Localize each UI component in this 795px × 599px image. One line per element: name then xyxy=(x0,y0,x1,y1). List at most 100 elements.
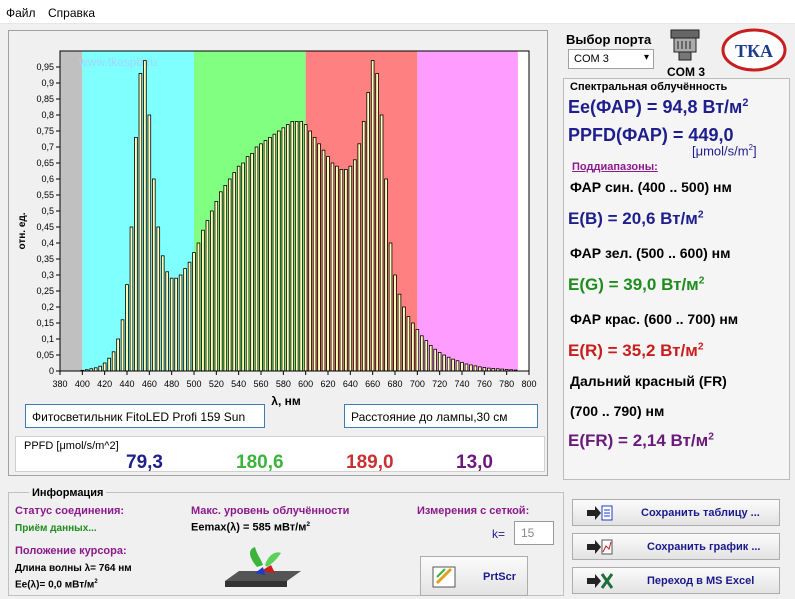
spectrum-bar xyxy=(379,114,384,372)
spectrum-bar xyxy=(482,367,487,372)
save-chart-icon xyxy=(587,539,613,555)
red-irradiance: E(R) = 35,2 Вт/м2 xyxy=(568,341,704,360)
spectrum-bar xyxy=(348,165,353,372)
x-tick-label: 760 xyxy=(477,379,492,389)
cursor-wavelength: Длина волны λ= 764 нм xyxy=(15,563,132,574)
y-tick-label: 0,1 xyxy=(41,334,54,344)
spectrum-chart-frame: www.tkaspb.ru 0 0,05 0,1 0,15 0,2 0,25 0,3 0,35… xyxy=(8,30,548,476)
green-range-label: ФАР зел. (500 .. 600) нм xyxy=(570,245,731,261)
menu-file[interactable]: Файл xyxy=(6,6,36,20)
x-tick-label: 500 xyxy=(186,379,201,389)
spectrum-bar xyxy=(455,360,460,372)
port-select-value: COM 3 xyxy=(574,53,609,65)
spectrum-bar xyxy=(169,277,174,372)
spectrum-bar xyxy=(299,121,303,372)
save-chart-label: Сохранить график ... xyxy=(647,541,761,553)
port-select[interactable]: COM 3 ▾ xyxy=(568,49,654,69)
fr-range-label: Дальний красный (FR) xyxy=(570,373,727,389)
spectrum-bar xyxy=(402,306,406,372)
y-tick-label: 0,85 xyxy=(36,94,54,104)
save-table-icon xyxy=(587,505,613,521)
spectrum-bar xyxy=(98,365,102,372)
y-tick-label: 0,7 xyxy=(41,142,54,152)
spectrum-bar xyxy=(120,319,125,372)
max-label: Макс. уровень облучённости xyxy=(191,505,350,517)
spectrum-bar xyxy=(473,365,478,372)
y-tick-label: 0,2 xyxy=(41,302,54,312)
x-axis-label: λ, нм xyxy=(271,394,301,408)
spectral-band-0 xyxy=(60,51,83,371)
spectrum-bar xyxy=(335,165,339,372)
spectrum-bar xyxy=(308,130,312,372)
save-chart-button[interactable]: Сохранить график ... xyxy=(572,533,780,560)
spectrum-bar xyxy=(370,60,375,372)
y-tick-label: 0,15 xyxy=(36,318,54,328)
x-tick-label: 740 xyxy=(454,379,469,389)
spectrum-bar xyxy=(388,242,393,372)
spectrum-bar xyxy=(286,124,290,372)
x-tick-label: 640 xyxy=(343,379,358,389)
prtscr-button[interactable]: PrtScr xyxy=(420,556,528,596)
spectrum-bar xyxy=(263,140,268,372)
spectrum-bar xyxy=(129,226,134,372)
spectrum-bar xyxy=(227,178,232,372)
y-tick-label: 0,25 xyxy=(36,286,54,296)
chevron-down-icon[interactable]: ▾ xyxy=(643,52,649,63)
y-tick-label: 0,6 xyxy=(41,174,54,184)
y-tick-label: 0 xyxy=(49,366,54,376)
port-name: COM 3 xyxy=(667,65,706,79)
spectrum-bar xyxy=(102,362,107,372)
ppfd-par-unit: [μmol/s/m2] xyxy=(692,143,757,159)
y-tick-label: 0,05 xyxy=(36,350,54,360)
spectrum-bar xyxy=(107,357,111,372)
info-group: Информация Статус соединения: Приём данн… xyxy=(8,487,564,596)
spectrum-bar xyxy=(232,172,236,372)
menu-help[interactable]: Справка xyxy=(48,6,96,20)
spectrum-bar xyxy=(259,143,263,372)
spectrum-bar xyxy=(428,344,433,372)
spectrum-bar xyxy=(424,340,429,372)
tka-logo-icon: ТКА xyxy=(721,28,787,72)
spectrum-bar xyxy=(317,143,321,372)
status-value: Приём данных... xyxy=(15,523,97,534)
spectrum-bar xyxy=(375,73,379,372)
y-tick-label: 0,95 xyxy=(36,62,54,72)
spectrum-bar xyxy=(344,168,348,372)
ppfd-red-value: 189,0 xyxy=(346,452,394,473)
spectrum-bar xyxy=(451,358,455,372)
spectrum-bar xyxy=(160,255,165,372)
x-tick-label: 780 xyxy=(499,379,514,389)
y-tick-label: 0,5 xyxy=(41,206,54,216)
spectrum-bar xyxy=(156,226,161,372)
k-input[interactable]: 15 xyxy=(514,521,554,545)
x-tick-label: 480 xyxy=(164,379,179,389)
y-tick-label: 0,75 xyxy=(36,126,54,136)
irradiance-panel: Спектральная облучённость Ee(ФАР) = 94,8… xyxy=(563,78,790,480)
spectrum-bar xyxy=(116,338,120,372)
spectrum-chart[interactable]: www.tkaspb.ru 0 0,05 0,1 0,15 0,2 0,25 0,3 0,35… xyxy=(9,31,549,477)
y-tick-label: 0,3 xyxy=(41,270,54,280)
device-name-field[interactable]: Фитосветильник FitoLED Profi 159 Sun xyxy=(25,404,265,428)
x-tick-label: 560 xyxy=(253,379,268,389)
x-tick-label: 700 xyxy=(410,379,425,389)
excel-button[interactable]: Переход в MS Excel xyxy=(572,567,780,594)
eemax-value: Eemax(λ) = 585 мВт/м2 xyxy=(191,521,311,534)
spectrum-bar xyxy=(393,274,397,372)
irradiance-title: Спектральная облучённость xyxy=(570,81,728,93)
menu-bar: Файл Справка xyxy=(0,0,795,24)
x-tick-label: 520 xyxy=(209,379,224,389)
spectrum-bar xyxy=(321,149,326,372)
spectrum-bar xyxy=(219,191,223,372)
blue-irradiance: E(B) = 20,6 Вт/м2 xyxy=(568,209,704,228)
ppfd-panel: PPFD [μmol/s/m^2] 79,3 180,6 189,0 13,0 xyxy=(15,436,545,473)
y-tick-label: 0,35 xyxy=(36,254,54,264)
distance-field[interactable]: Расстояние до лампы,30 см xyxy=(344,404,538,428)
spectrum-bar xyxy=(134,137,138,372)
save-table-button[interactable]: Сохранить таблицу ... xyxy=(572,499,780,526)
spectrum-bar xyxy=(433,348,437,372)
spectrum-bar xyxy=(210,210,214,372)
y-axis-label: отн. ед. xyxy=(17,212,28,249)
spectrum-bar xyxy=(339,168,344,372)
port-title: Выбор порта xyxy=(566,32,652,47)
spectrum-bar xyxy=(192,252,196,372)
